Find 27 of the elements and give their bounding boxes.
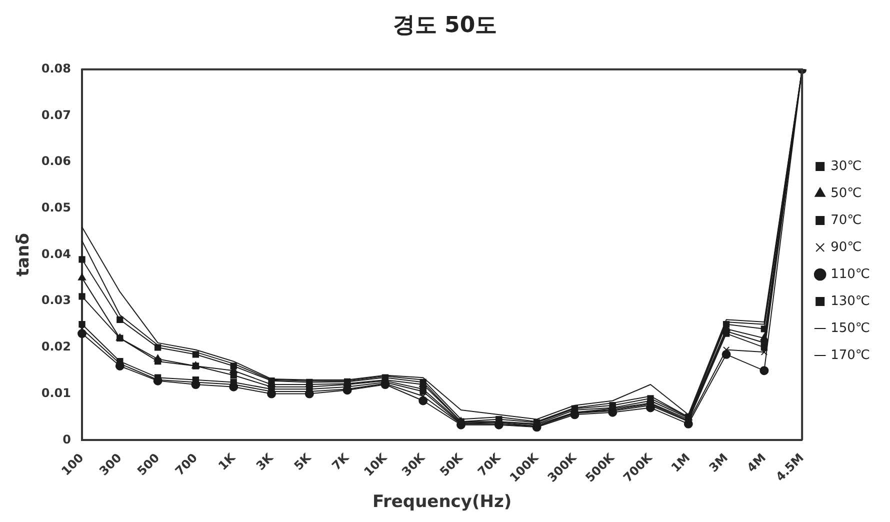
x-tick-label: 4M bbox=[744, 450, 769, 475]
legend-label: 90℃ bbox=[830, 240, 862, 255]
x-tick-label: 3K bbox=[253, 450, 276, 474]
legend-label: 50℃ bbox=[830, 186, 862, 201]
x-tick-label: 7K bbox=[329, 450, 352, 474]
x-tick-label: 3M bbox=[706, 450, 731, 475]
y-tick-label: 0.08 bbox=[41, 62, 72, 76]
legend-label: 110℃ bbox=[830, 266, 870, 282]
legend-label: 170℃ bbox=[830, 348, 870, 363]
y-tick-label: 0.01 bbox=[41, 386, 72, 400]
y-tick-label: 0.02 bbox=[41, 340, 72, 354]
chart-title: 경도 50도 bbox=[392, 12, 498, 38]
y-axis-title: tanδ bbox=[14, 233, 34, 276]
y-tick-label: 0.05 bbox=[41, 200, 72, 215]
x-tick-label: 1K bbox=[216, 450, 238, 474]
x-axis-title: Frequency(Hz) bbox=[372, 492, 512, 512]
legend-label: 70℃ bbox=[830, 212, 862, 228]
y-tick-label: 0.03 bbox=[41, 293, 72, 308]
y-tick-label: 0.06 bbox=[41, 154, 72, 168]
legend-label: 30℃ bbox=[830, 158, 862, 174]
y-tick-label: 0 bbox=[62, 432, 72, 446]
y-tick-label: 0.07 bbox=[41, 108, 72, 122]
x-tick-label: 1M bbox=[668, 450, 693, 475]
x-tick-label: 5K bbox=[291, 450, 314, 474]
legend-label: 150℃ bbox=[830, 320, 870, 336]
y-tick-label: 0.04 bbox=[41, 246, 72, 261]
legend-label: 130℃ bbox=[830, 294, 870, 309]
